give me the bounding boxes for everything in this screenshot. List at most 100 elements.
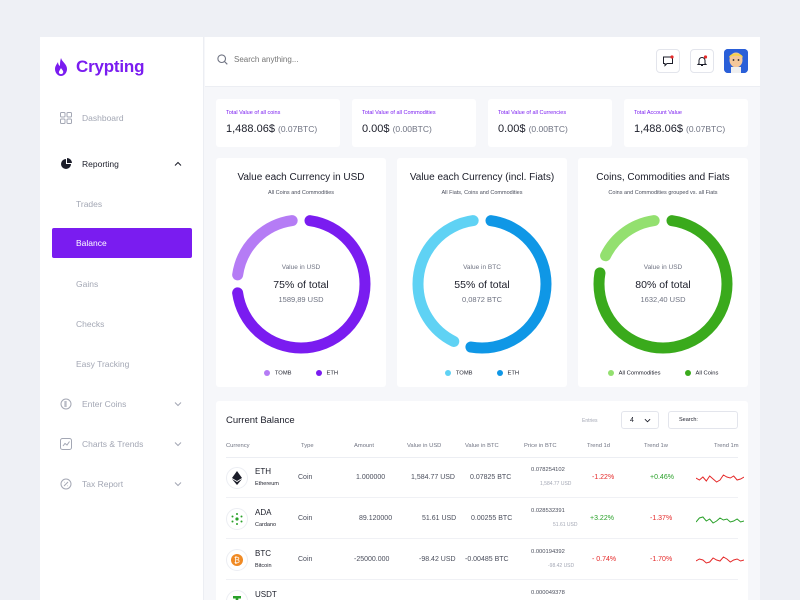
column-header[interactable]: Trend 1d — [587, 443, 610, 449]
value-usd: 1,584.77 USD — [411, 474, 455, 481]
search-icon — [217, 54, 228, 65]
donut-card-groups: Coins, Commodities and Fiats Coins and C… — [578, 158, 748, 387]
sidebar-item-tax-report[interactable]: Tax Report — [60, 474, 190, 494]
table-search-input[interactable]: Search: — [668, 411, 738, 429]
chevron-up-icon — [174, 161, 182, 166]
bell-icon — [696, 55, 708, 66]
table-row[interactable]: ADA Cardano Coin 89.120000 51.61 USD 0.0… — [226, 499, 744, 539]
column-header[interactable]: Currency — [226, 443, 250, 449]
trend-sparkline — [696, 474, 744, 483]
column-header[interactable]: Value in BTC — [465, 443, 499, 449]
table-row[interactable]: USDT 0.000049378 — [226, 581, 738, 600]
donut-segment-main — [593, 214, 733, 354]
donut-title: Value each Currency in USD — [237, 172, 365, 183]
donut-subtitle: All Coins and Commodities — [267, 190, 335, 196]
sidebar-item-charts-trends[interactable]: Charts & Trends — [60, 434, 190, 454]
current-balance-card: Current Balance Entries 4 Search: Curren… — [216, 401, 748, 600]
stat-card-coins: Total Value of all coins 1,488.06$ (0.07… — [216, 99, 340, 147]
section-title: Current Balance — [226, 415, 295, 426]
bitcoin-icon: ₿ — [226, 549, 248, 571]
value-btc: 0.00255 BTC — [471, 515, 513, 522]
column-header[interactable]: Trend 1w — [644, 443, 668, 449]
tax-icon — [60, 478, 72, 490]
donut-percent: 80% of total — [635, 279, 691, 291]
column-header[interactable]: Trend 1m — [714, 443, 739, 449]
chevron-down-icon — [174, 482, 182, 487]
legend-item[interactable]: ETH — [496, 370, 519, 377]
chevron-down-icon — [174, 442, 182, 447]
column-header[interactable]: Price in BTC — [524, 443, 557, 449]
stat-value: 0.00$ (0.00BTC) — [498, 123, 568, 135]
legend-dot — [263, 370, 270, 376]
trend-1d: - 0.74% — [592, 556, 617, 563]
topbar — [205, 37, 760, 87]
sparkline-path — [696, 516, 744, 524]
sidebar-subitem-gains[interactable]: Gains — [76, 279, 99, 289]
legend-item[interactable]: All Commodities — [607, 370, 661, 377]
stat-label: Total Account Value — [634, 110, 682, 116]
sparkline-path — [696, 556, 744, 564]
table-row[interactable]: ETH Ethereum Coin 1.000000 1,584.77 USD … — [226, 458, 744, 498]
avatar[interactable] — [724, 49, 748, 73]
coin-name: Bitcoin — [255, 563, 272, 569]
donut-segment-main — [231, 214, 371, 354]
legend-dot — [496, 370, 503, 376]
stat-label: Total Value of all Currencies — [498, 110, 567, 116]
legend-dot — [684, 370, 691, 376]
coin-icon — [60, 398, 72, 410]
user-avatar-icon — [724, 49, 748, 73]
price-usd: 51.61 USD — [553, 522, 578, 528]
price-btc: 0.028532391 — [531, 508, 565, 514]
value-usd: 51.61 USD — [422, 515, 457, 522]
sidebar-subitem-balance[interactable]: Balance — [52, 228, 192, 258]
legend-item[interactable]: TOMB — [444, 370, 473, 377]
svg-text:₿: ₿ — [234, 556, 240, 565]
column-header[interactable]: Type — [301, 443, 314, 449]
search-input[interactable] — [234, 55, 434, 64]
value-btc: -0.00485 BTC — [465, 556, 509, 563]
coin-symbol: ETH — [255, 467, 271, 476]
coin-name: Cardano — [255, 522, 277, 528]
donut-segment-main — [412, 214, 552, 354]
sidebar-item-reporting[interactable]: Reporting — [60, 154, 190, 174]
sidebar-item-label: Charts & Trends — [82, 439, 144, 449]
legend-item[interactable]: TOMB — [263, 370, 292, 377]
sidebar-subitem-trades[interactable]: Trades — [76, 199, 103, 209]
trend-1w: -1.37% — [650, 515, 673, 522]
donut-segment-rest — [412, 214, 552, 354]
legend-item[interactable]: ETH — [315, 370, 338, 377]
sidebar-subitem-easy-tracking[interactable]: Easy Tracking — [76, 359, 130, 369]
coin-type: Coin — [298, 556, 313, 563]
donut-center-label: Value in BTC — [463, 264, 501, 271]
legend-dot — [315, 370, 322, 376]
donut-title: Coins, Commodities and Fiats — [596, 172, 730, 183]
messages-button[interactable] — [656, 49, 680, 73]
donut-subtitle: Coins and Commodities grouped vs. all Fi… — [608, 190, 718, 196]
coin-symbol: BTC — [255, 549, 271, 558]
donut-subtitle: All Fiats, Coins and Commodities — [441, 190, 523, 196]
sidebar-item-label: Dashboard — [82, 113, 124, 123]
notifications-button[interactable] — [690, 49, 714, 73]
sidebar-item-enter-coins[interactable]: Enter Coins — [60, 394, 190, 414]
trend-sparkline — [696, 591, 744, 600]
price-usd: -98.42 USD — [548, 563, 575, 569]
legend-item[interactable]: All Coins — [684, 370, 718, 377]
column-header[interactable]: Amount — [354, 443, 374, 449]
trend-1w: -1.70% — [650, 556, 673, 563]
chevron-down-icon — [174, 402, 182, 407]
trend-1w: +0.46% — [650, 474, 674, 481]
logo[interactable]: Crypting — [54, 57, 144, 77]
donut-legend: TOMB ETH — [216, 370, 386, 377]
coin-name: Ethereum — [255, 481, 279, 487]
table-row[interactable]: ₿ BTC Bitcoin Coin -25000.000 -98.42 USD… — [226, 540, 744, 580]
coin-type: Coin — [298, 474, 313, 481]
entries-select[interactable]: 4 — [621, 411, 659, 429]
sidebar-item-dashboard[interactable]: Dashboard — [60, 108, 190, 128]
column-header[interactable]: Value in USD — [407, 443, 442, 449]
pie-chart-icon — [60, 158, 72, 170]
value-usd: -98.42 USD — [419, 556, 456, 563]
donut-legend: All Commodities All Coins — [578, 370, 748, 377]
donut-value: 1589,89 USD — [278, 295, 324, 304]
sidebar-subitem-checks[interactable]: Checks — [76, 319, 105, 329]
donut-value: 1632,40 USD — [640, 295, 686, 304]
